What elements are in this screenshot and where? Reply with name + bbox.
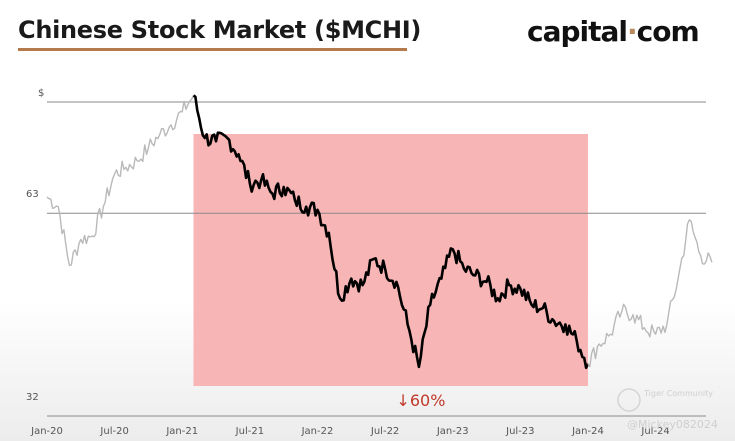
y-axis: $ 32 63 [26,88,44,403]
title-underline [18,48,407,51]
x-tick-label: Jan-21 [165,426,198,437]
y-tick-label: 63 [26,189,39,200]
brand-logo-right: com [636,15,700,48]
x-tick-label: Jul-21 [235,426,264,437]
x-tick-label: Jan-23 [436,426,469,437]
x-tick-label: Jul-22 [370,426,399,437]
y-tick-label: 32 [26,392,39,403]
x-tick-label: Jul-24 [640,426,669,437]
tiger-logo-icon [617,388,641,412]
x-tick-label: Jan-20 [30,426,63,437]
watermark-handle: @Mickey082024 [627,418,718,431]
x-axis: Jan-20 Jul-20 Jan-21 Jul-21 Jan-22 Jul-22 Jan-… [30,426,670,437]
decline-highlight [193,134,588,386]
watermark-community: Tiger Community [643,389,713,398]
decline-series-line [192,94,590,370]
x-tick-label: Jul-20 [99,426,128,437]
x-tick-label: Jan-22 [301,426,334,437]
context-series-line [46,95,195,267]
chart-series [46,94,713,370]
brand-logo: capital·com [527,15,700,48]
y-axis-unit-label: $ [38,88,44,99]
brand-logo-dot: · [627,15,638,48]
watermark: Tiger Community @Mickey082024 [617,388,718,431]
chart-title: Chinese Stock Market ($MCHI) [18,16,422,44]
x-tick-label: Jul-23 [505,426,534,437]
brand-logo-left: capital [527,15,628,48]
chart-grid [47,101,706,417]
x-tick-label: Jan-24 [571,426,604,437]
decline-percent-label: ↓60% [396,391,445,410]
context-series-line [587,219,713,368]
